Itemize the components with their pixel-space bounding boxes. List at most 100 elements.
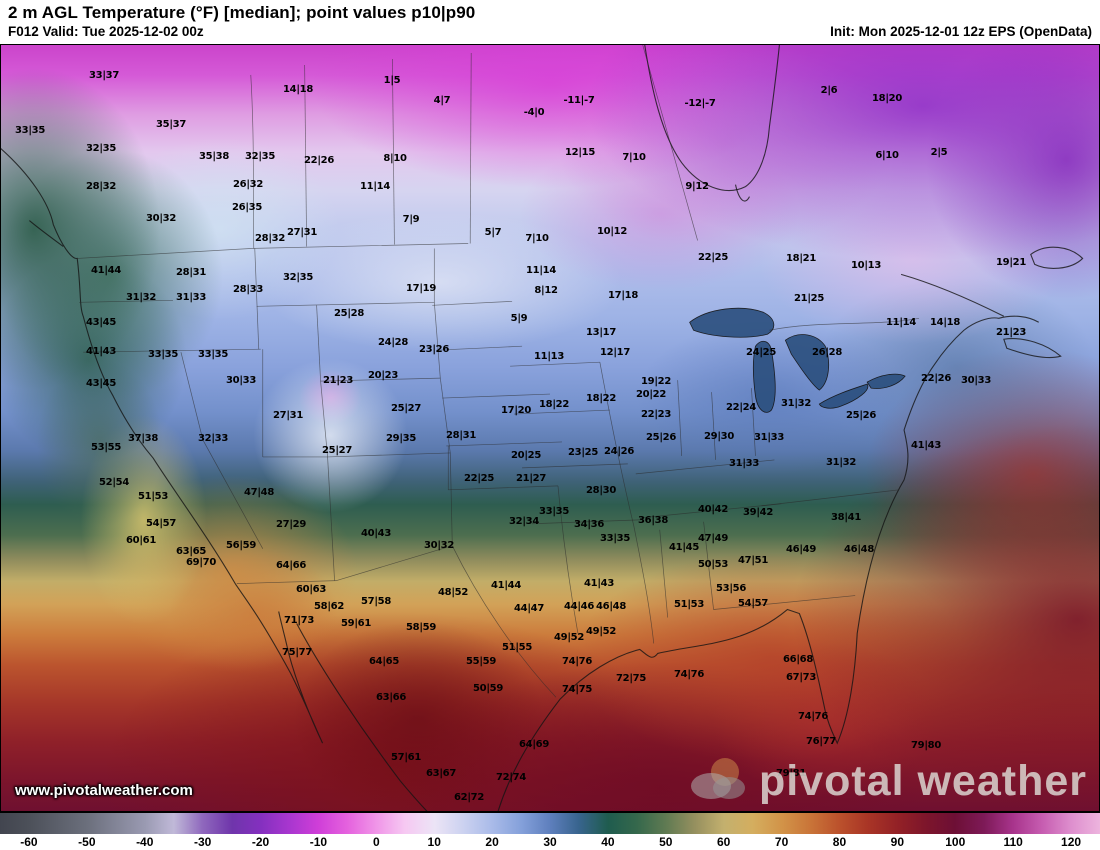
point-value: 41|44 xyxy=(491,580,521,591)
point-value: 1|5 xyxy=(383,75,401,86)
point-value: 11|14 xyxy=(526,265,556,276)
point-value: 18|20 xyxy=(872,93,902,104)
point-value: 33|35 xyxy=(539,506,569,517)
point-value: 46|48 xyxy=(596,601,626,612)
point-value: 60|61 xyxy=(126,535,156,546)
point-value: 28|32 xyxy=(86,181,116,192)
point-value: 49|52 xyxy=(586,626,616,637)
point-value: 67|73 xyxy=(786,672,816,683)
point-value: 25|27 xyxy=(322,445,352,456)
point-value: 22|23 xyxy=(641,409,671,420)
logo-text: pivotal weather xyxy=(758,756,1087,805)
point-value: 31|33 xyxy=(754,432,784,443)
point-value: 22|25 xyxy=(698,252,728,263)
point-value: 74|76 xyxy=(674,669,704,680)
point-value: 74|75 xyxy=(562,684,592,695)
temperature-map[interactable]: 33|37 14|18 1|5 4|7 -4|0 -11|-7 -12|-7 2|6 18|20… xyxy=(0,44,1100,812)
point-value: 30|33 xyxy=(226,375,256,386)
point-value: 43|45 xyxy=(86,378,116,389)
point-value: 47|51 xyxy=(738,555,768,566)
pacific-coastline xyxy=(1,148,324,744)
point-value: 12|17 xyxy=(600,347,630,358)
colorbar-tick-label: -40 xyxy=(136,835,154,849)
point-value: 31|32 xyxy=(126,292,156,303)
point-value: 17|18 xyxy=(608,290,638,301)
point-value: 63|67 xyxy=(426,768,456,779)
point-value: 46|48 xyxy=(844,544,874,555)
point-value: 32|35 xyxy=(245,151,275,162)
lake-huron xyxy=(784,334,830,391)
colorbar-tick-label: 100 xyxy=(945,835,966,849)
point-value: 14|18 xyxy=(930,317,960,328)
point-value: 63|65 xyxy=(176,546,206,557)
point-value: 72|75 xyxy=(616,673,646,684)
point-value: 11|14 xyxy=(360,181,390,192)
point-value: 28|30 xyxy=(586,485,616,496)
colorbar-tick-label: -30 xyxy=(193,835,212,849)
point-value: 56|59 xyxy=(226,540,256,551)
point-value: 21|23 xyxy=(996,327,1026,338)
point-value: 62|72 xyxy=(454,792,484,803)
point-value: 35|37 xyxy=(156,119,186,130)
point-value: 29|35 xyxy=(386,433,416,444)
lake-ontario xyxy=(866,373,906,389)
point-value: 50|53 xyxy=(698,559,728,570)
point-value: 25|26 xyxy=(646,432,676,443)
point-value: 27|29 xyxy=(276,519,306,530)
colorbar-tick-label: -10 xyxy=(309,835,328,849)
point-value: 13|17 xyxy=(586,327,616,338)
point-value: 41|45 xyxy=(669,542,699,553)
point-value: 58|59 xyxy=(406,622,436,633)
lake-superior xyxy=(689,307,775,338)
point-value: 66|68 xyxy=(783,654,813,665)
mexico-west-coastline xyxy=(296,623,428,811)
temperature-colorbar xyxy=(0,812,1100,834)
point-value: 34|36 xyxy=(574,519,604,530)
point-value: 11|14 xyxy=(886,317,916,328)
vancouver-island-coastline xyxy=(29,220,64,247)
point-value: 32|33 xyxy=(198,433,228,444)
point-value: 37|38 xyxy=(128,433,158,444)
point-value: 79|80 xyxy=(911,740,941,751)
point-value: 39|42 xyxy=(743,507,773,518)
point-value: 51|53 xyxy=(674,599,704,610)
point-value: 24|28 xyxy=(378,337,408,348)
point-value: 35|38 xyxy=(199,151,229,162)
colorbar-tick-label: 90 xyxy=(890,835,905,849)
point-value: 50|59 xyxy=(473,683,503,694)
point-value: 54|57 xyxy=(146,518,176,529)
point-value: 19|21 xyxy=(996,257,1026,268)
point-value: 2|5 xyxy=(930,147,948,158)
point-value: 8|12 xyxy=(534,285,558,296)
point-value: 33|35 xyxy=(148,349,178,360)
point-value: 53|55 xyxy=(91,442,121,453)
point-value: 4|7 xyxy=(433,95,451,106)
point-value: 71|73 xyxy=(284,615,314,626)
point-value: 31|33 xyxy=(176,292,206,303)
point-value: 7|9 xyxy=(402,214,420,225)
colorbar-tick-label: 30 xyxy=(543,835,557,849)
colorbar-tick-label: 120 xyxy=(1061,835,1082,849)
point-value: 26|35 xyxy=(232,202,262,213)
point-value: 47|48 xyxy=(244,487,274,498)
colorbar-tick-label: 70 xyxy=(774,835,789,849)
point-value: 64|65 xyxy=(369,656,399,667)
point-value: 47|49 xyxy=(698,533,728,544)
colorbar-tick-label: 60 xyxy=(716,835,731,849)
point-value: 69|70 xyxy=(186,557,216,568)
point-value: 30|33 xyxy=(961,375,991,386)
point-value: 64|69 xyxy=(519,739,549,750)
newfoundland-coastline xyxy=(1030,246,1084,269)
point-value: 7|10 xyxy=(525,233,549,244)
point-value: 6|10 xyxy=(875,150,899,161)
point-value: 51|55 xyxy=(502,642,532,653)
colorbar-tick-label: 0 xyxy=(372,835,380,849)
point-value: 28|33 xyxy=(233,284,263,295)
point-value: 32|34 xyxy=(509,516,539,527)
point-value: 30|32 xyxy=(146,213,176,224)
point-value: -4|0 xyxy=(523,107,545,118)
point-value: 18|22 xyxy=(539,399,569,410)
hudson-bay-coastline xyxy=(644,45,780,191)
colorbar-ticks: -60 -50 -40 -30 -20 -10 0 10 20 30 40 50 60 70 80 90 100… xyxy=(0,834,1100,850)
point-value: 28|31 xyxy=(446,430,476,441)
